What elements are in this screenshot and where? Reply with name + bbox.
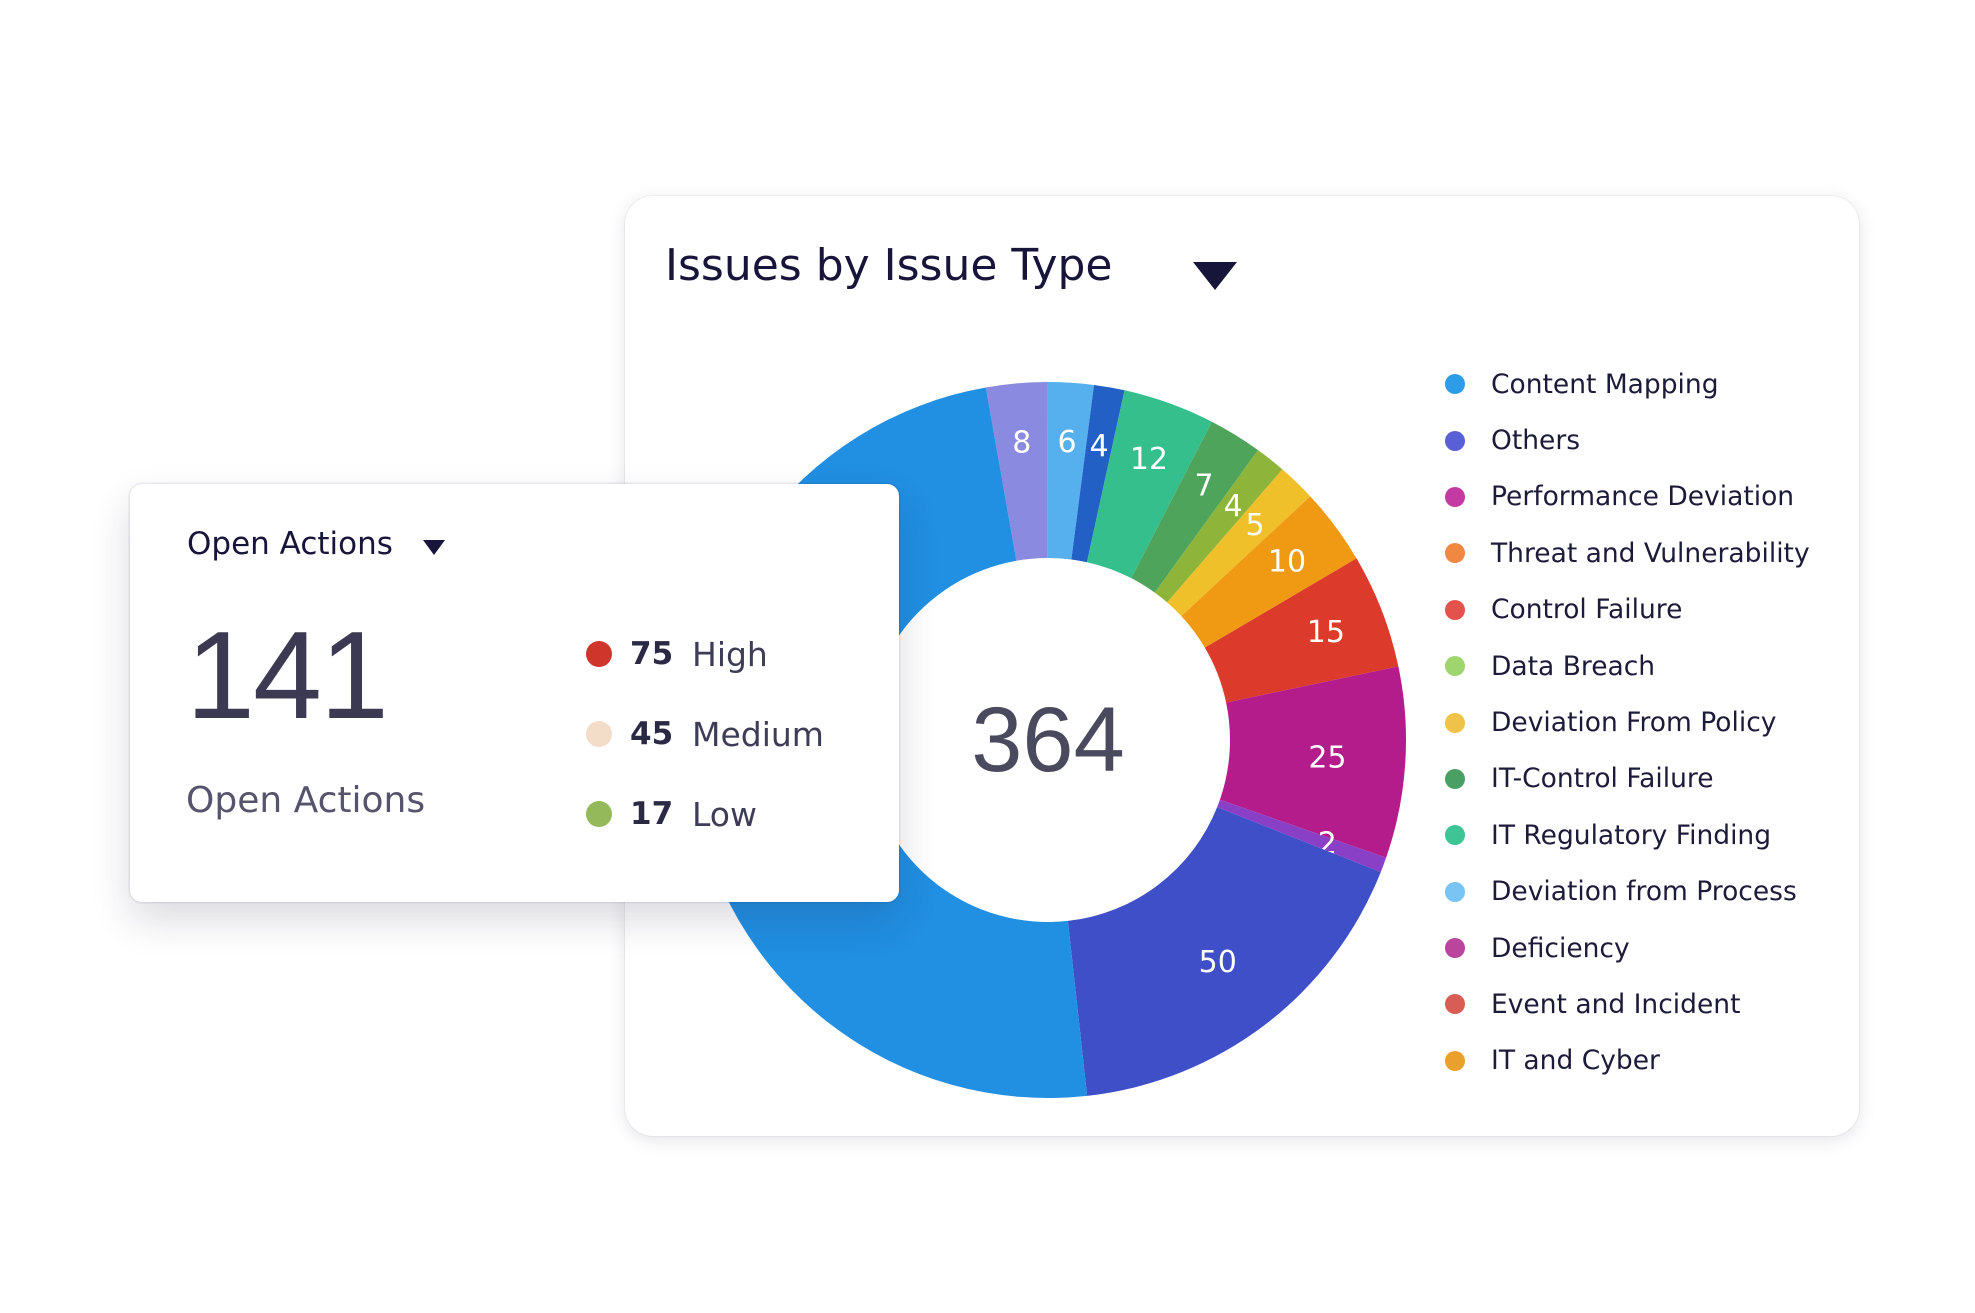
donut-slice-label: 50 (1199, 945, 1237, 980)
donut-slice-label: 6 (1057, 425, 1076, 460)
legend-label: Performance Deviation (1491, 481, 1795, 513)
donut-center-total: 364 (971, 689, 1125, 791)
priority-breakdown: 75 High 45 Medium 17 Low (586, 614, 824, 854)
priority-low-count: 17 (630, 796, 674, 832)
donut-slice-label: 5 (1245, 508, 1264, 543)
donut-slice-label: 4 (1089, 429, 1108, 464)
priority-medium-count: 45 (630, 716, 674, 752)
donut-slice-label: 25 (1308, 740, 1346, 775)
legend-dot-icon (1445, 599, 1465, 620)
priority-item-low: 17 Low (586, 774, 824, 854)
priority-high-label: High (692, 634, 768, 674)
legend-item[interactable]: Others (1445, 412, 1810, 468)
chart-legend: Content Mapping Others Performance Deviati… (1445, 356, 1810, 1089)
legend-label: Threat and Vulnerability (1491, 537, 1810, 569)
donut-slice-label: 8 (1012, 426, 1031, 461)
legend-label: IT and Cyber (1491, 1045, 1660, 1077)
donut-slice[interactable] (1131, 421, 1259, 593)
legend-label: IT Regulatory Finding (1491, 819, 1772, 851)
legend-item[interactable]: IT-Control Failure (1445, 751, 1810, 807)
donut-slice[interactable] (1154, 450, 1283, 603)
legend-item[interactable]: Performance Deviation (1445, 469, 1810, 525)
donut-slice[interactable] (1047, 382, 1094, 560)
open-actions-dropdown-caret-icon[interactable] (423, 540, 445, 555)
legend-item[interactable]: Data Breach (1445, 638, 1810, 694)
donut-slice-label: 4 (1224, 489, 1243, 524)
legend-dot-icon (1445, 430, 1465, 451)
issues-donut-chart: 86412745101525250142364 (690, 382, 1406, 1098)
legend-item[interactable]: IT and Cyber (1445, 1033, 1810, 1089)
donut-slice[interactable] (1167, 469, 1311, 617)
donut-slice[interactable] (1219, 666, 1406, 858)
donut-slice-label: 15 (1307, 615, 1345, 650)
legend-dot-icon (1445, 374, 1465, 395)
legend-label: Event and Incident (1491, 988, 1741, 1020)
donut-slice-label: 12 (1130, 442, 1168, 477)
priority-high-dot-icon (586, 641, 612, 667)
donut-slice[interactable] (1204, 558, 1399, 703)
donut-slice-label: 7 (1195, 469, 1214, 504)
legend-dot-icon (1445, 994, 1465, 1015)
legend-item[interactable]: Event and Incident (1445, 976, 1810, 1032)
legend-item[interactable]: Content Mapping (1445, 356, 1810, 412)
legend-label: Data Breach (1491, 650, 1656, 682)
priority-low-dot-icon (586, 801, 612, 827)
open-actions-title: Open Actions (187, 526, 393, 562)
open-actions-total: 141 (186, 607, 389, 745)
issues-card-title: Issues by Issue Type (665, 240, 1113, 291)
issues-dropdown-caret-icon[interactable] (1193, 262, 1237, 290)
issues-by-type-card: Issues by Issue Type 8641274510152525014… (625, 196, 1859, 1136)
legend-item[interactable]: Deviation From Policy (1445, 694, 1810, 750)
donut-slice-label: 10 (1268, 544, 1306, 579)
legend-item[interactable]: Deviation from Process (1445, 864, 1810, 920)
legend-label: IT-Control Failure (1491, 763, 1714, 795)
open-actions-subtitle: Open Actions (186, 780, 426, 821)
legend-item[interactable]: Control Failure (1445, 582, 1810, 638)
open-actions-card: Open Actions 141 Open Actions 75 High 45… (130, 484, 899, 902)
legend-label: Deviation from Process (1491, 876, 1797, 908)
legend-label: Control Failure (1491, 594, 1683, 626)
legend-dot-icon (1445, 825, 1465, 846)
priority-medium-dot-icon (586, 721, 612, 747)
legend-label: Others (1491, 425, 1581, 457)
priority-low-label: Low (692, 794, 757, 834)
priority-high-count: 75 (630, 636, 674, 672)
priority-item-high: 75 High (586, 614, 824, 694)
legend-dot-icon (1445, 881, 1465, 902)
donut-slice[interactable] (1071, 384, 1125, 563)
legend-label: Content Mapping (1491, 368, 1719, 400)
legend-dot-icon (1445, 712, 1465, 733)
legend-label: Deficiency (1491, 932, 1630, 964)
legend-item[interactable]: IT Regulatory Finding (1445, 807, 1810, 863)
legend-dot-icon (1445, 1050, 1465, 1071)
donut-slice[interactable] (1181, 496, 1357, 648)
donut-slice[interactable] (1217, 799, 1387, 873)
legend-dot-icon (1445, 768, 1465, 789)
donut-slice[interactable] (1086, 390, 1212, 579)
legend-label: Deviation From Policy (1491, 707, 1777, 739)
legend-item[interactable]: Threat and Vulnerability (1445, 525, 1810, 581)
legend-item[interactable]: Deficiency (1445, 920, 1810, 976)
priority-medium-label: Medium (692, 714, 824, 754)
donut-slice[interactable] (985, 382, 1048, 561)
legend-dot-icon (1445, 938, 1465, 959)
legend-dot-icon (1445, 543, 1465, 564)
legend-dot-icon (1445, 656, 1465, 677)
legend-dot-icon (1445, 486, 1465, 507)
donut-slice[interactable] (1067, 807, 1381, 1096)
priority-item-medium: 45 Medium (586, 694, 824, 774)
